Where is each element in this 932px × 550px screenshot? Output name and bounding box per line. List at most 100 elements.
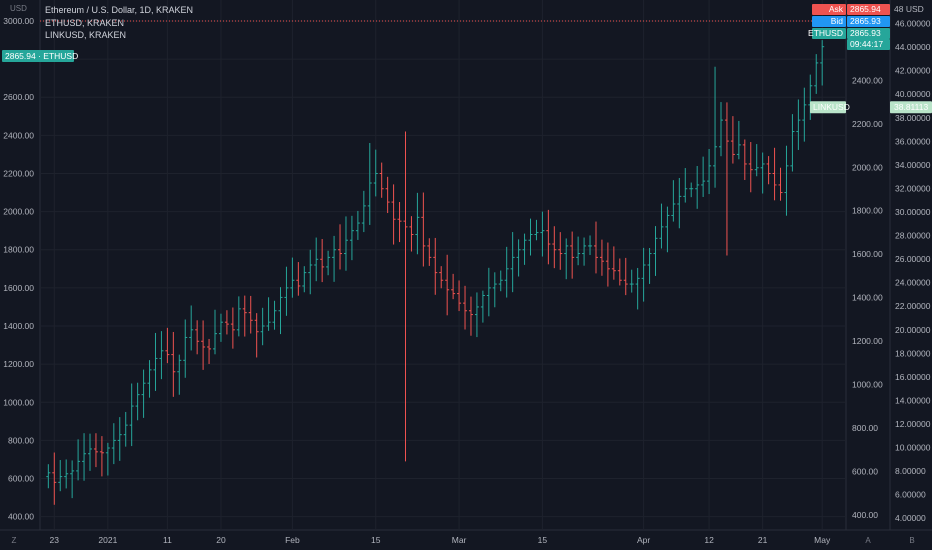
right-axis-tick-label: 26.00000 — [895, 254, 931, 264]
ohlc-bar — [718, 102, 723, 157]
left-axis-tick-label: 2200.00 — [3, 168, 34, 178]
ohlc-bar — [701, 156, 706, 197]
right-axis-tick-label: 6.00000 — [895, 490, 926, 500]
ohlc-bar — [796, 99, 801, 150]
left-last-price-badge-bg — [2, 50, 74, 62]
ohlc-bar — [183, 319, 188, 378]
middle-axis-tick-label: 1200.00 — [852, 336, 883, 346]
left-axis-tick-label: 1400.00 — [3, 321, 34, 331]
left-axis-tick-label: 1000.00 — [3, 397, 34, 407]
ohlc-bar — [689, 182, 694, 198]
time-axis-tick-label: 20 — [216, 535, 226, 545]
ohlc-bar — [64, 459, 69, 489]
ohlc-bar — [474, 292, 479, 338]
right-axis-tick-label: 16.00000 — [895, 372, 931, 382]
ohlc-bar — [558, 232, 563, 270]
time-axis-tick-label: 2021 — [98, 535, 117, 545]
right-axis-tick-label: 28.00000 — [895, 231, 931, 241]
ohlc-bar — [570, 231, 575, 279]
ethusd-time-badge: 09:44:17 — [847, 39, 890, 50]
ohlc-bar — [623, 257, 628, 296]
bid-value-badge: 2865.93 — [847, 16, 890, 27]
time-axis-tick-label: 21 — [758, 535, 768, 545]
ohlc-bar — [439, 266, 444, 289]
ohlc-bar — [814, 54, 819, 94]
ohlc-bar — [486, 267, 491, 317]
ohlc-bar — [754, 144, 759, 177]
ohlc-bar — [540, 211, 545, 257]
bid-value-badge-text: 2865.93 — [850, 16, 881, 26]
ethusd-value-badge-bg — [847, 28, 890, 39]
ohlc-bar — [141, 369, 146, 418]
legend-ethusd[interactable]: ETHUSD, KRAKEN — [45, 17, 125, 28]
ohlc-bar — [260, 307, 265, 346]
middle-axis-tick-label: 1600.00 — [852, 249, 883, 259]
ask-value-badge: 2865.94 — [847, 4, 890, 15]
ohlc-bar — [736, 120, 741, 160]
ohlc-bar — [772, 147, 777, 201]
time-axis-tick-label: 15 — [371, 535, 381, 545]
auto-scale-button[interactable]: A — [865, 536, 871, 545]
ohlc-bar — [593, 221, 598, 274]
time-axis-tick-label: 11 — [163, 535, 172, 545]
linkusd-value-badge-bg — [890, 101, 932, 114]
ohlc-bar — [457, 280, 462, 312]
currency-label-right: 48 USD — [894, 4, 924, 14]
ohlc-bar — [290, 257, 295, 298]
ohlc-bar — [659, 203, 664, 249]
ohlc-bar — [784, 145, 789, 216]
ethusd-time-badge-bg — [847, 39, 890, 50]
ohlc-bar — [647, 247, 652, 284]
ohlc-bars — [46, 40, 825, 505]
ohlc-bar — [367, 142, 372, 225]
ohlc-bar — [123, 411, 128, 447]
time-axis-tick-label: 23 — [50, 535, 60, 545]
left-axis-tick-label: 3000.00 — [3, 16, 34, 26]
right-axis-tick-label: 22.00000 — [895, 301, 931, 311]
currency-label-left: USD — [10, 4, 27, 13]
right-axis-tick-label: 46.00000 — [895, 19, 931, 29]
ohlc-bar — [213, 309, 218, 355]
right-axis-tick-label: 20.00000 — [895, 325, 931, 335]
ask-value-badge-bg — [847, 4, 890, 15]
ohlc-bar — [576, 236, 581, 266]
right-axis-tick-label: 4.00000 — [895, 513, 926, 523]
ohlc-bar — [617, 258, 622, 286]
bid-value-badge-bg — [847, 16, 890, 27]
middle-axis-tick-label: 800.00 — [852, 423, 878, 433]
right-axis-tick-label: 34.00000 — [895, 160, 931, 170]
ohlc-bar — [207, 338, 212, 364]
ohlc-bar — [397, 202, 402, 243]
ohlc-bar — [635, 267, 640, 310]
ohlc-bar — [314, 237, 319, 282]
ohlc-bar — [153, 332, 158, 391]
ohlc-bar — [707, 149, 712, 195]
ethusd-time-badge-text: 09:44:17 — [850, 39, 883, 49]
ohlc-bar — [171, 331, 176, 397]
middle-axis-tick-label: 1400.00 — [852, 293, 883, 303]
linkusd-label-badge: LINKUSD — [810, 101, 850, 114]
ethusd-label-badge: ETHUSD — [808, 28, 846, 39]
time-axis-tick-label: 12 — [704, 535, 714, 545]
price-axes: 400.00 600.00 800.00 1000.00 1200.00 1400.00 1… — [3, 16, 930, 523]
ohlc-bar — [683, 168, 688, 203]
ethusd-value-badge-text: 2865.93 — [850, 28, 881, 38]
left-axis-tick-label: 1200.00 — [3, 359, 34, 369]
ask-value-badge-text: 2865.94 — [850, 4, 881, 14]
ohlc-bar — [421, 192, 426, 267]
legend-linkusd[interactable]: LINKUSD, KRAKEN — [45, 30, 127, 40]
timezone-button[interactable]: Z — [12, 536, 17, 545]
ohlc-bar — [147, 360, 152, 398]
ohlc-bar — [326, 250, 331, 276]
right-axis-tick-label: 24.00000 — [895, 278, 931, 288]
legend-main-symbol[interactable]: Ethereum / U.S. Dollar, 1D, KRAKEN — [45, 5, 194, 15]
linkusd-value-badge: 38.81113 — [890, 101, 932, 114]
settings-button[interactable]: B — [909, 536, 914, 545]
ohlc-bar — [802, 87, 807, 142]
ohlc-bar — [135, 382, 140, 421]
ohlc-bar — [463, 285, 468, 330]
ohlc-bar — [730, 116, 735, 164]
ohlc-bar — [403, 131, 408, 462]
middle-axis-tick-label: 1800.00 — [852, 206, 883, 216]
